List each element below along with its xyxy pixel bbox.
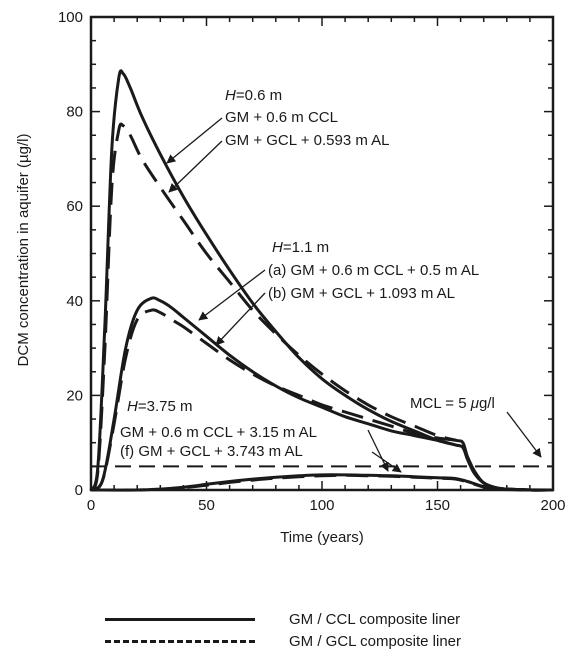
annotation-h06-h-symbol: H bbox=[225, 87, 236, 104]
legend-label-dashed: GM / GCL composite liner bbox=[289, 632, 461, 650]
annotation-h11-a: (a) GM + 0.6 m CCL + 0.5 m AL bbox=[268, 262, 479, 279]
annotation-h375-ccl: GM + 0.6 m CCL + 3.15 m AL bbox=[120, 424, 317, 441]
series-line-dashed-6 bbox=[90, 473, 554, 492]
annotation-h11-b: (b) GM + GCL + 1.093 m AL bbox=[268, 285, 455, 302]
annotation-h375-h-symbol: H bbox=[127, 398, 138, 415]
annotation-h11-h-symbol: H bbox=[272, 239, 283, 256]
series-line-dashed-4 bbox=[90, 308, 554, 492]
y-tick-label: 20 bbox=[66, 387, 83, 404]
legend-label-solid: GM / CCL composite liner bbox=[289, 610, 461, 628]
series-line-solid-3 bbox=[90, 296, 554, 492]
annotation-h375: H=3.75 m bbox=[127, 398, 192, 415]
legend-swatch-dashed bbox=[105, 639, 255, 643]
annotation-mcl-suffix: g/l bbox=[479, 395, 495, 412]
chart: 0 50 100 150 200 0 20 40 60 80 100 Time (years) DC… bbox=[15, 9, 566, 546]
x-tick-label: 150 bbox=[425, 497, 450, 514]
x-tick-label: 0 bbox=[87, 497, 95, 514]
annotation-arrow bbox=[371, 451, 402, 473]
x-tick-label: 200 bbox=[540, 497, 565, 514]
annotation-arrow bbox=[506, 411, 542, 458]
annotation-arrow bbox=[168, 140, 223, 193]
annotation-mcl: MCL = 5 μg/l bbox=[410, 395, 495, 412]
annotation-arrow bbox=[215, 292, 266, 346]
y-tick-label: 100 bbox=[58, 9, 83, 26]
annotation-h375-value: =3.75 m bbox=[138, 398, 193, 415]
series-lines bbox=[89, 69, 554, 492]
annotation-h11-value: =1.1 m bbox=[283, 239, 329, 256]
y-axis-title: DCM concentration in aquifer (µg/l) bbox=[15, 134, 32, 367]
annotation-h06: H=0.6 m bbox=[225, 87, 282, 104]
legend-swatch-solid bbox=[105, 617, 255, 621]
y-tick-label: 80 bbox=[66, 104, 83, 121]
x-axis-title: Time (years) bbox=[280, 529, 364, 546]
legend: GM / CCL composite liner GM / GCL compos… bbox=[105, 608, 545, 652]
annotation-h375-gcl: (f) GM + GCL + 3.743 m AL bbox=[120, 443, 303, 460]
axis-tick-labels: 0 50 100 150 200 0 20 40 60 80 100 bbox=[58, 9, 566, 514]
annotation-h11: H=1.1 m bbox=[272, 239, 329, 256]
axis-ticks bbox=[90, 16, 554, 491]
annotation-h06-value: =0.6 m bbox=[236, 87, 282, 104]
legend-item-solid: GM / CCL composite liner bbox=[105, 608, 545, 630]
annotation-mcl-prefix: MCL = 5 bbox=[410, 395, 471, 412]
legend-item-dashed: GM / GCL composite liner bbox=[105, 630, 545, 652]
annotation-arrows bbox=[166, 117, 542, 473]
annotation-h06-ccl: GM + 0.6 m CCL bbox=[225, 109, 338, 126]
annotation-h06-gcl: GM + GCL + 0.593 m AL bbox=[225, 132, 390, 149]
x-tick-label: 50 bbox=[198, 497, 215, 514]
annotation-mcl-mu: μ bbox=[470, 395, 479, 412]
y-tick-label: 0 bbox=[75, 482, 83, 499]
y-tick-label: 60 bbox=[66, 198, 83, 215]
annotation-arrow bbox=[367, 429, 389, 472]
annotation-arrow bbox=[166, 117, 223, 164]
annotation-arrow bbox=[198, 269, 266, 321]
y-tick-label: 40 bbox=[66, 293, 83, 310]
x-tick-label: 100 bbox=[309, 497, 334, 514]
